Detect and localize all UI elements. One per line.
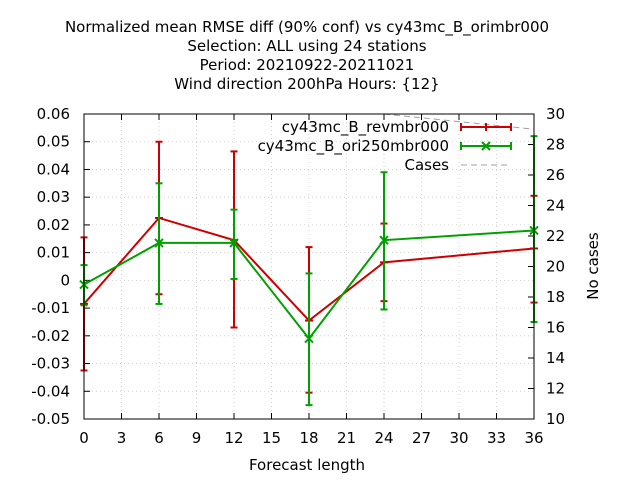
y-tick-label: 0.06 — [37, 105, 70, 123]
x-tick-label: 3 — [117, 429, 127, 447]
x-axis-label: Forecast length — [249, 456, 365, 474]
y-tick-label: 0.05 — [37, 133, 70, 151]
y2-axis: 10 12 14 16 18 20 22 24 26 28 30 — [528, 105, 565, 428]
y-tick-label: -0.03 — [31, 355, 70, 373]
y-axis: -0.05 -0.04 -0.03 -0.02 -0.01 0 0.01 0.02 0.03 0.… — [31, 105, 90, 428]
y2-tick-label: 14 — [546, 349, 565, 367]
y2-tick-label: 18 — [546, 288, 565, 306]
y2-tick-label: 26 — [546, 166, 565, 184]
x-tick-label: 27 — [412, 429, 431, 447]
plot-series — [79, 113, 539, 407]
legend-label: cy43mc_B_ori250mbr000 — [258, 137, 449, 156]
y-tick-label: -0.02 — [31, 327, 70, 345]
data-point — [229, 238, 239, 248]
x-tick-label: 12 — [224, 429, 243, 447]
y-tick-label: 0 — [60, 271, 70, 289]
x-tick-label: 33 — [487, 429, 506, 447]
x-tick-label: 0 — [79, 429, 89, 447]
title-line: Wind direction 200hPa Hours: {12} — [174, 75, 439, 93]
series-line — [83, 216, 535, 322]
y-tick-label: -0.04 — [31, 382, 70, 400]
legend-label: cy43mc_B_revmbr000 — [282, 118, 449, 137]
marker-stroke — [304, 333, 314, 344]
y-tick-label: -0.01 — [31, 299, 70, 317]
data-point — [379, 235, 389, 245]
plot-border — [83, 113, 535, 420]
title-line: Normalized mean RMSE diff (90% conf) vs … — [65, 18, 549, 37]
x-axis: 0 3 6 9 12 15 18 21 24 27 30 33 36 — [79, 114, 544, 447]
x-tick-label: 36 — [524, 429, 543, 447]
series-line — [83, 229, 535, 341]
legend: cy43mc_B_revmbr000cy43mc_B_ori250mbr000C… — [258, 118, 512, 174]
y2-axis-label: No cases — [584, 232, 602, 300]
marker-stroke — [229, 238, 239, 248]
x-tick-label: 9 — [192, 429, 202, 447]
y2-tick-label: 30 — [546, 105, 565, 123]
y-tick-label: 0.03 — [37, 188, 70, 206]
marker-stroke — [379, 235, 389, 245]
data-point — [304, 333, 314, 344]
marker-stroke — [154, 238, 164, 248]
legend-label: Cases — [404, 156, 449, 174]
x-tick-label: 30 — [449, 429, 468, 447]
y-tick-label: 0.04 — [37, 160, 70, 178]
y2-tick-label: 16 — [546, 319, 565, 337]
y2-tick-label: 12 — [546, 380, 565, 398]
x-tick-label: 21 — [337, 429, 356, 447]
chart-title: Normalized mean RMSE diff (90% conf) vs … — [65, 18, 549, 93]
legend-marker — [481, 141, 491, 151]
x-tick-label: 15 — [262, 429, 281, 447]
title-line: Selection: ALL using 24 stations — [187, 37, 426, 55]
y2-tick-label: 22 — [546, 227, 565, 245]
title-line: Period: 20210922-20211021 — [200, 56, 415, 74]
x-tick-label: 6 — [154, 429, 164, 447]
y-tick-label: 0.01 — [37, 244, 70, 262]
y2-tick-label: 20 — [546, 258, 565, 276]
y2-tick-label: 28 — [546, 136, 565, 154]
data-point — [154, 238, 164, 248]
y2-tick-label: 10 — [546, 410, 565, 428]
y-tick-label: -0.05 — [31, 410, 70, 428]
x-tick-label: 18 — [299, 429, 318, 447]
y-tick-label: 0.02 — [37, 216, 70, 234]
x-tick-label: 24 — [374, 429, 393, 447]
y2-tick-label: 24 — [546, 197, 565, 215]
